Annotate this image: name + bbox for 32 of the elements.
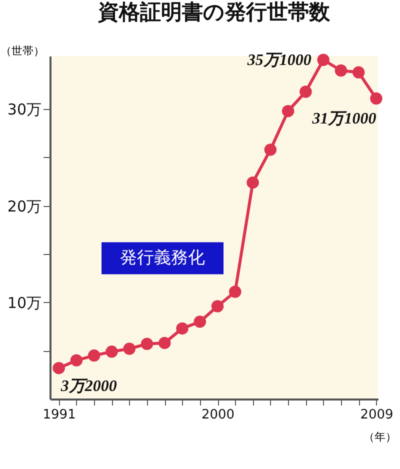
- y-tick-label: 20万: [7, 197, 42, 216]
- point: [194, 316, 206, 328]
- point: [106, 346, 118, 358]
- y-tick-label: 10万: [7, 294, 42, 312]
- chart-title: 資格証明書の発行世帯数: [97, 0, 331, 24]
- point: [300, 86, 312, 98]
- point: [317, 54, 330, 66]
- point: [70, 354, 83, 366]
- point: [352, 66, 365, 79]
- point: [370, 92, 382, 105]
- point: [264, 144, 277, 156]
- x-tick-label: 2000: [201, 408, 235, 422]
- point: [140, 338, 154, 350]
- point: [88, 349, 100, 362]
- point: [229, 286, 242, 298]
- x-tick-label: 1991: [42, 408, 76, 422]
- y-tick-label: 30万: [7, 100, 42, 119]
- y-axis-title: （世帯）: [0, 44, 44, 58]
- point: [176, 322, 188, 335]
- annotation: 35万1000: [246, 52, 312, 69]
- annotation: 発行義務化: [120, 248, 206, 268]
- point: [211, 300, 224, 312]
- point: [246, 176, 259, 189]
- annotation: 31万1000: [311, 110, 376, 128]
- point: [334, 64, 348, 77]
- point: [282, 104, 294, 118]
- point: [158, 336, 171, 350]
- annotation: 3万2000: [60, 378, 117, 396]
- x-tick-label: 2009: [360, 408, 394, 422]
- point: [123, 342, 136, 355]
- point: [52, 362, 65, 374]
- x-axis-title: （年）: [364, 430, 396, 444]
